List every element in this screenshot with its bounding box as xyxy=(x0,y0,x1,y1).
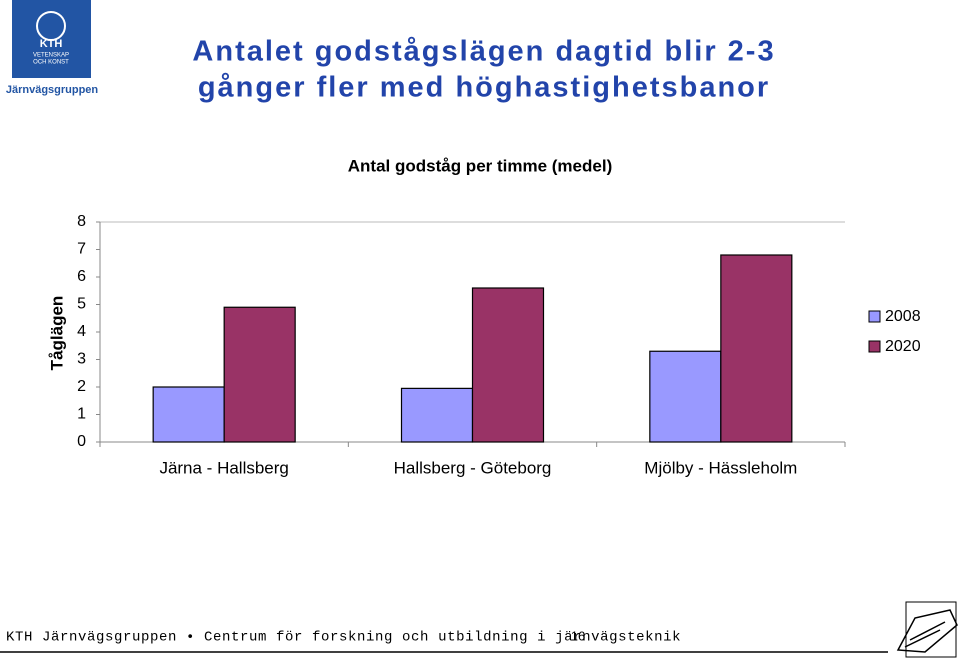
chart-title: Antal godståg per timme (medel) xyxy=(348,156,612,175)
y-tick-label: 0 xyxy=(77,433,86,450)
legend-label: 2008 xyxy=(885,308,921,325)
bar xyxy=(471,287,545,443)
slide-title: Antalet godstågslägen dagtid blir 2-3 xyxy=(192,36,775,68)
bar xyxy=(223,306,296,443)
y-tick-label: 8 xyxy=(77,213,86,230)
page-number: 16 xyxy=(571,628,585,643)
legend-swatch xyxy=(868,340,881,353)
y-tick-label: 3 xyxy=(77,351,86,368)
logo-motto: VETENSKAP xyxy=(33,53,69,59)
train-icon xyxy=(896,601,958,658)
bar xyxy=(649,350,722,443)
x-tick-label: Mjölby - Hässleholm xyxy=(644,458,797,477)
y-tick-label: 2 xyxy=(77,378,86,395)
bar xyxy=(400,387,474,443)
logo-name: KTH xyxy=(40,38,63,50)
footer-text: KTH Järnvägsgruppen • Centrum för forskn… xyxy=(6,630,681,646)
logo-motto: OCH KONST xyxy=(33,60,69,66)
group-name: Järnvägsgruppen xyxy=(6,84,99,96)
y-tick-label: 4 xyxy=(77,323,86,340)
y-tick-label: 6 xyxy=(77,268,86,285)
legend-swatch xyxy=(868,310,881,323)
slide-title: gånger fler med höghastighetsbanor xyxy=(198,72,770,104)
y-axis-label: Tåglägen xyxy=(47,296,66,371)
y-tick-label: 1 xyxy=(77,406,86,423)
x-tick-label: Järna - Hallsberg xyxy=(159,458,288,477)
y-tick-label: 7 xyxy=(77,241,86,258)
y-tick-label: 5 xyxy=(77,296,86,313)
x-tick-label: Hallsberg - Göteborg xyxy=(394,458,552,477)
bar xyxy=(152,386,225,443)
logo-crest xyxy=(36,11,66,41)
legend-label: 2020 xyxy=(885,338,921,355)
bar xyxy=(720,254,793,443)
